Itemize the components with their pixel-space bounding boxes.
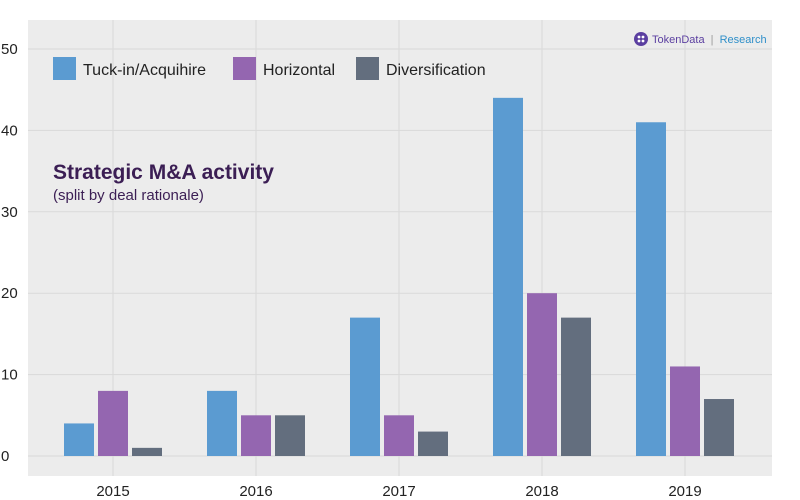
bar-tuck-in-acquihire-2017	[350, 317, 380, 456]
chart-title: Strategic M&A activity	[53, 161, 274, 184]
x-tick-label: 2019	[668, 483, 701, 500]
legend-label-horizontal: Horizontal	[263, 62, 335, 79]
x-axis-tick-labels: 2015 2016 2017 2018 2019	[96, 483, 701, 500]
bar-diversification-2016	[275, 415, 305, 456]
brand-watermark: TokenData | Research	[634, 32, 767, 46]
y-tick-label: 50	[1, 41, 18, 58]
brand-logo-icon	[634, 32, 648, 46]
bar-tuck-in-acquihire-2018	[493, 97, 523, 456]
bar-diversification-2017	[418, 431, 448, 456]
svg-text:TokenData | Re: TokenData | Research	[652, 34, 767, 46]
y-tick-label: 30	[1, 204, 18, 221]
legend-swatch-horizontal	[233, 57, 256, 80]
bar-diversification-2015	[132, 447, 162, 456]
legend-label-diversification: Diversification	[386, 62, 486, 79]
bar-horizontal-2019	[670, 366, 700, 456]
y-tick-label: 0	[1, 448, 9, 465]
bar-tuck-in-acquihire-2015	[64, 423, 94, 456]
bar-diversification-2018	[561, 317, 591, 456]
bars	[64, 97, 734, 456]
bar-horizontal-2016	[241, 415, 271, 456]
brand-section: Research	[720, 34, 767, 46]
bar-diversification-2019	[704, 399, 734, 456]
bar-tuck-in-acquihire-2016	[207, 390, 237, 456]
y-tick-label: 10	[1, 367, 18, 384]
y-tick-label: 20	[1, 285, 18, 302]
x-tick-label: 2016	[239, 483, 272, 500]
chart-subtitle: (split by deal rationale)	[53, 187, 204, 204]
brand-name: TokenData	[652, 34, 705, 46]
legend-swatch-diversification	[356, 57, 379, 80]
y-axis-tick-labels: 0 10 20 30 40 50	[1, 41, 18, 465]
x-tick-label: 2017	[382, 483, 415, 500]
brand-separator: |	[711, 34, 714, 46]
legend-swatch-tuck-in	[53, 57, 76, 80]
y-tick-label: 40	[1, 122, 18, 139]
bar-tuck-in-acquihire-2019	[636, 122, 666, 456]
bar-horizontal-2015	[98, 390, 128, 456]
bar-horizontal-2018	[527, 293, 557, 456]
legend: Tuck-in/Acquihire Horizontal Diversifica…	[53, 57, 486, 80]
x-tick-label: 2018	[525, 483, 558, 500]
x-tick-label: 2015	[96, 483, 129, 500]
bar-horizontal-2017	[384, 415, 414, 456]
legend-label-tuck-in: Tuck-in/Acquihire	[83, 62, 206, 79]
